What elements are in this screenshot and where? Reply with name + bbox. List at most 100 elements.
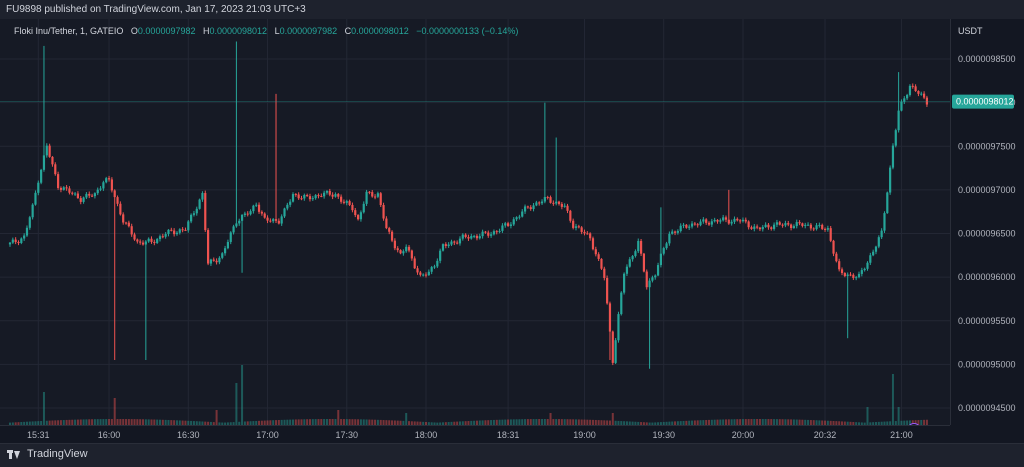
chart-area[interactable]: ⚡ [0,19,950,437]
candle-body [894,130,897,146]
volume-bar [674,421,677,425]
volume-bar [277,419,280,425]
candle-body [724,217,728,220]
candle-body [566,205,569,211]
candle-body [14,239,17,243]
candle-body [113,190,116,198]
price-scale[interactable]: 0.00000985000.00000980000.00000975000.00… [950,19,1024,425]
volume-bar [492,419,495,425]
volume-bar [719,419,722,425]
price-chart[interactable] [0,19,950,425]
volume-bar [260,420,263,425]
candle-body [787,223,790,225]
volume-bar [422,421,425,425]
volume-bar [173,420,176,425]
candle-body [31,204,34,218]
volume-bar [855,422,858,425]
volume-bar [807,419,810,425]
candle-body [917,91,920,94]
candle-body [320,195,323,197]
volume-bar [699,420,702,425]
volume-bar [37,421,40,425]
volume-bar [524,419,527,425]
volume-bar [170,420,173,425]
candle-body [76,193,80,199]
volume-bar [306,419,309,425]
volume-bar [42,392,45,425]
volume-bar [396,420,399,425]
candle-body [308,196,312,200]
volume-bar [736,419,739,425]
candle-body [311,198,314,200]
candle-body [116,197,119,204]
candle-body [441,244,445,251]
current-price-label: 0.0000098012 [956,97,1014,107]
volume-bar [85,419,88,425]
candle-body [645,271,648,288]
candle-body [617,314,620,341]
candle-body [164,234,167,237]
candle-body [223,248,227,254]
volume-bar [441,422,444,425]
volume-bar [767,419,770,425]
candle-body [379,193,382,205]
candle-body [911,85,914,87]
candle-body [328,190,331,195]
volume-bar [781,419,784,425]
candle-body [439,250,442,261]
published-header: FU9898 published on TradingView.com, Jan… [0,0,1024,19]
volume-bar [461,421,464,425]
volume-bar [192,421,195,425]
volume-bar [900,420,903,425]
candle-body [560,203,563,207]
open-value: 0.0000097982 [137,26,196,36]
volume-bar [883,421,886,425]
volume-bar [351,419,354,425]
volume-bar [792,419,795,425]
candle-body [139,241,142,243]
volume-bar [388,420,391,425]
volume-bar [722,419,725,425]
candle-body [611,331,614,363]
candle-body [40,169,43,183]
volume-bar [549,413,552,425]
volume-bar [470,420,473,425]
candle-body [603,268,606,278]
volume-bar [784,419,787,425]
volume-bar [303,419,306,425]
volume-bar [818,420,821,425]
volume-bar [586,419,589,425]
candle-body [461,234,464,239]
candle-body [297,194,300,199]
candle-body [546,197,549,199]
candle-body [402,251,405,254]
candle-body [713,219,716,222]
volume-bar [368,419,371,425]
symbol-title: Floki Inu/Tether, 1, GATEIO [14,26,124,36]
candle-body [371,192,374,197]
volume-bar [903,420,906,425]
volume-bar [787,419,790,425]
candle-body [750,227,753,229]
candle-body [190,214,193,222]
candle-body [102,182,105,189]
volume-bar [911,420,914,425]
time-tick-label: 20:00 [732,430,755,440]
candle-body [818,224,821,226]
candle-body [351,204,354,211]
candle-body [181,229,184,231]
high-value: 0.0000098012 [209,26,268,36]
candle-body [620,292,623,315]
volume-bar [744,419,747,425]
candle-body [623,273,626,293]
candle-body [838,261,841,270]
volume-bar [23,421,26,425]
volume-bar [164,419,167,425]
candle-body [280,216,283,224]
candle-body [736,218,739,221]
volume-bar [473,420,476,425]
volume-bar [215,410,218,425]
tradingview-logo[interactable]: TradingView [7,448,88,460]
time-scale[interactable]: 15:31 16:00 16:30 17:00 17:30 18:00 18:31 19:00… [0,425,950,443]
candle-body [538,202,541,204]
